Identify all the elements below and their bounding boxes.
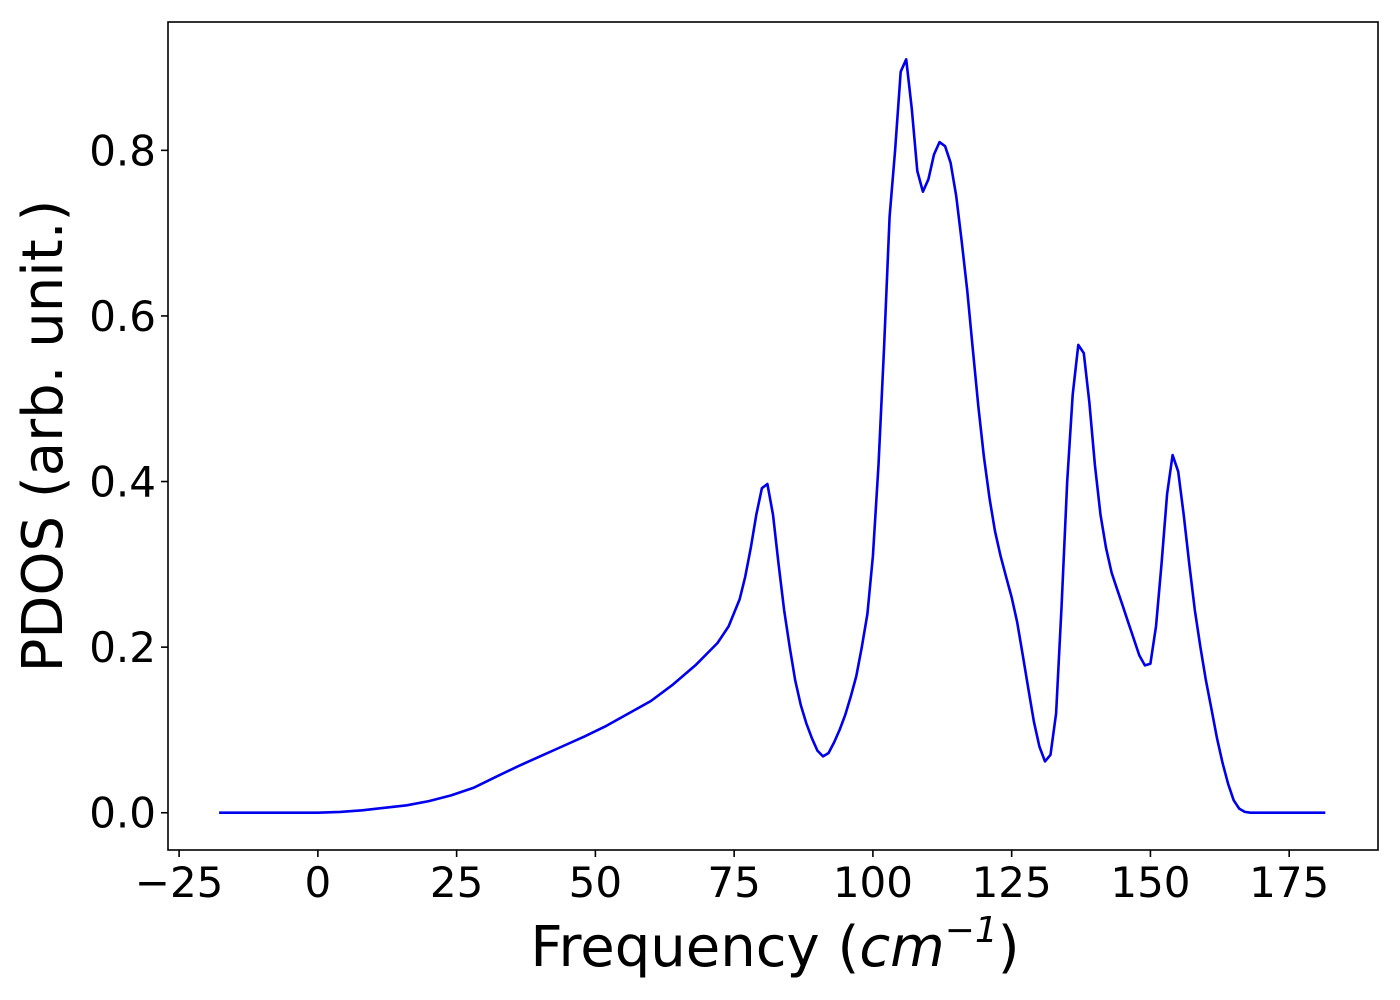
x-tick-label: 50 <box>569 858 622 907</box>
x-tick-label: 25 <box>430 858 483 907</box>
y-ticks: 0.0 0.2 0.4 0.6 0.8 <box>89 126 168 838</box>
x-tick-label: −25 <box>135 858 224 907</box>
x-tick-label: 175 <box>1249 858 1329 907</box>
x-axis-title-prefix: Frequency ( <box>530 915 859 980</box>
x-axis-title-suffix: ) <box>998 915 1020 980</box>
x-axis-title: Frequency (cm−1) <box>530 910 1019 980</box>
y-axis-title: PDOS (arb. unit.) <box>11 200 76 673</box>
series-line-0 <box>219 57 1326 815</box>
x-tick-label: 75 <box>707 858 760 907</box>
x-ticks: −25 0 25 50 75 100 125 150 175 <box>135 850 1329 907</box>
x-tick-label: 125 <box>972 858 1052 907</box>
x-axis-title-unit: cm <box>859 915 944 980</box>
plot-frame <box>167 21 1379 851</box>
x-axis-title-exponent: −1 <box>945 910 998 951</box>
y-tick-label: 0.0 <box>89 789 156 838</box>
y-tick-label: 0.2 <box>89 623 156 672</box>
x-tick-label: 0 <box>304 858 331 907</box>
x-tick-label: 150 <box>1110 858 1190 907</box>
plot-data-layer <box>219 57 1326 815</box>
x-tick-label: 100 <box>833 858 913 907</box>
y-tick-label: 0.8 <box>89 126 156 175</box>
y-tick-label: 0.6 <box>89 292 156 341</box>
y-tick-label: 0.4 <box>89 458 156 507</box>
